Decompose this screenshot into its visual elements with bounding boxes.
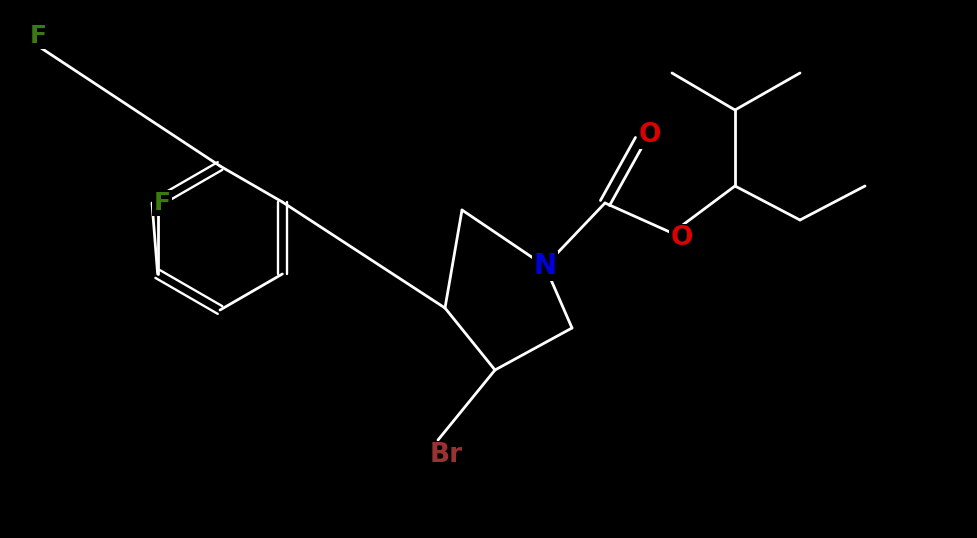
Text: O: O <box>671 225 694 251</box>
Text: F: F <box>29 24 47 48</box>
Text: Br: Br <box>430 442 462 468</box>
Text: O: O <box>639 122 661 148</box>
Text: F: F <box>153 191 171 215</box>
Text: N: N <box>533 252 557 280</box>
